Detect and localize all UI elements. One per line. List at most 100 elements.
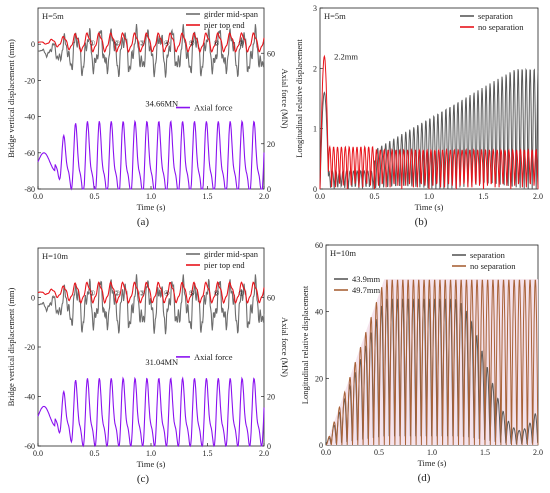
x-tick-label: 0.5 [374,448,384,457]
stage-marker: ⑤ [189,290,195,298]
series-pier-top-end [37,31,265,53]
panel-caption: (c) [137,473,150,485]
y2-tick-label: 20 [267,140,275,149]
x-tick-label: 2.0 [533,448,543,457]
x-tick-label: 2.0 [259,449,269,458]
x-tick-label: 1.5 [203,192,213,201]
y2-tick-label: 60 [267,294,275,303]
y-axis-label: Longitudinal relative displacement [300,285,310,404]
legend-label: Axial force [194,103,233,113]
y2-tick-label: 0 [267,442,271,451]
x-tick-label: 0.5 [90,192,100,201]
stage-marker: ⑦ [238,290,244,298]
legend-label: separation [470,250,506,260]
x-tick-label: 0.0 [33,449,43,458]
series-no-separation [325,279,539,446]
series-girder-mid-span [37,24,265,78]
y-tick-label: 0 [319,441,323,450]
height-label: H=5m [42,11,64,21]
panel-c: 0.0 0.5 1.0 1.5 2.0 Time (s) 0 -20 -40 -60 Bridge … [6,247,290,485]
y-tick-label: -40 [24,113,35,122]
x-axis-label: Time (s) [137,202,166,212]
y2-tick-label: 0 [267,185,271,194]
x-axis-label: Time (s) [418,458,447,468]
y2-axis-label: Axial force (MN) [280,69,290,129]
x-axis-label: Time (s) [415,202,444,212]
y-tick-label: -20 [24,76,35,85]
stage-marker: ⑥ [213,39,219,47]
legend-label: no separation [478,22,524,32]
panel-caption: (b) [415,216,428,228]
y-axis-label: Longitudinal relative displacement [294,39,304,158]
x-tick-label: 1.0 [146,449,156,458]
panel-a: 0.0 0.5 1.0 1.5 2.0 Time (s) 0 -20 -40 -60 -80 Brid… [6,7,290,228]
x-tick-label: 0.5 [370,192,380,201]
value-label: 43.9mm [352,274,380,284]
y-tick-label: 40 [315,308,323,317]
y-tick-label: -60 [24,149,35,158]
y-tick-label: -80 [24,185,35,194]
legend-label: pier top end [204,20,245,30]
peak-force-label: 34.66MN [145,99,178,109]
height-label: H=5m [324,11,346,21]
series-axial-force [37,376,265,448]
legend-label: no separation [470,261,516,271]
y2-tick-label: 20 [267,393,275,402]
y-tick-label: 0 [31,40,35,49]
y2-axis-label: Axial force (MN) [280,317,290,377]
stage-marker: ① [89,39,95,47]
x-tick-label: 1.5 [480,448,490,457]
series-axial-force [37,119,265,191]
stage-marker: ② [114,290,120,298]
stage-marker: ③ [139,39,145,47]
height-label: H=10m [42,251,68,261]
peak-value-label: 2.2mm [334,51,358,61]
x-tick-label: 0.0 [315,192,325,201]
x-axis-label: Time (s) [137,459,166,469]
x-tick-label: 1.0 [427,448,437,457]
y-tick-label: 0 [31,294,35,303]
x-tick-label: 0.0 [33,192,43,201]
stage-marker: ④ [164,39,170,47]
plot-frame-c [37,247,265,447]
value-label: 49.7mm [352,285,380,295]
stage-marker: ② [114,39,120,47]
series-separation [319,67,539,190]
y-tick-label: 3 [313,4,317,13]
x-tick-label: 1.5 [479,192,489,201]
y-axis-label: Bridge vertical displacement (mm) [6,39,16,158]
y-tick-label: -60 [24,442,35,451]
stage-marker: ① [89,290,95,298]
x-tick-label: 1.0 [146,192,156,201]
stage-marker: ⑥ [213,290,219,298]
x-tick-label: 1.0 [424,192,434,201]
y-tick-label: 60 [315,241,323,250]
y-tick-label: 1 [313,125,317,134]
panel-d: 0.0 0.5 1.0 1.5 2.0 Time (s) 0 20 40 60 Longitudin… [300,241,543,484]
panel-caption: (a) [137,216,150,228]
x-tick-label: 0.0 [321,448,331,457]
legend-label: girder mid-span [204,9,259,19]
x-tick-label: 1.5 [203,449,213,458]
stage-marker: ④ [164,290,170,298]
panel-caption: (d) [418,472,431,484]
height-label: H=10m [330,248,356,258]
panel-b: 0.0 0.5 1.0 1.5 2.0 Time (s) 0 1 2 3 Longitudinal … [294,4,543,228]
legend-label: Axial force [194,352,233,362]
y-axis-label: Bridge vertical displacement (mm) [6,287,16,406]
y-tick-label: -40 [24,393,35,402]
peak-force-label: 31.04MN [145,357,178,367]
stage-marker: ③ [139,290,145,298]
x-tick-label: 2.0 [533,192,543,201]
legend-label: pier top end [204,260,245,270]
y-tick-label: 20 [315,374,323,383]
x-tick-label: 0.5 [90,449,100,458]
y2-tick-label: 60 [267,49,275,58]
stage-marker: ⑦ [238,39,244,47]
y-tick-label: -20 [24,343,35,352]
stage-marker: ⑤ [189,39,195,47]
legend-label: separation [478,11,514,21]
series-no-separation [319,54,539,190]
legend-label: girder mid-span [204,249,259,259]
